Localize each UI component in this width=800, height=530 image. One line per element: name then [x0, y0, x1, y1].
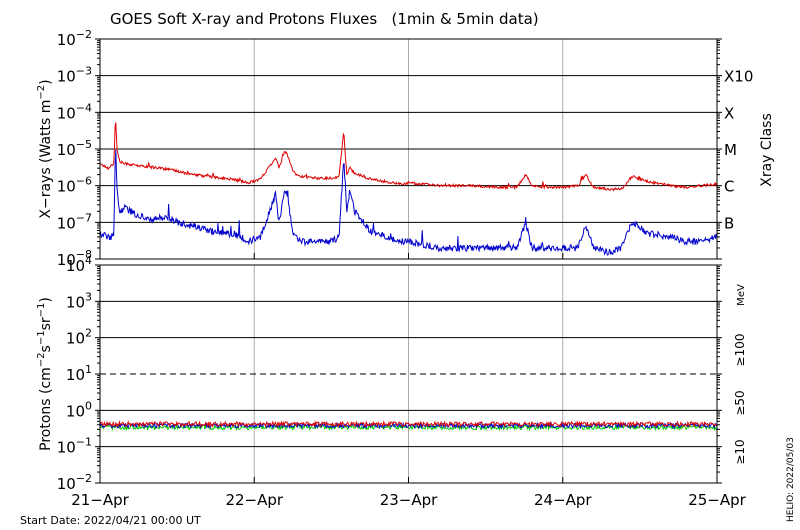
helio-date: HELIO: 2022/05/03: [786, 437, 796, 522]
proton-panel: 104 103 102 101 100 10−1 10−2 MeV ≥100 ≥50 ≥10 Pr…: [36, 254, 747, 493]
proton-ylabel: Protons (cm−2s−1sr−1): [36, 297, 54, 451]
proton-energy-label: ≥10: [733, 439, 747, 464]
flare-class-label: M: [724, 141, 737, 159]
xray-ylabel: X−rays (Watts m−2): [36, 79, 54, 218]
ytick-label: 10−6: [57, 175, 92, 196]
ytick-label: 10−7: [57, 211, 92, 232]
flare-class-label: C: [724, 178, 734, 196]
xtick-label: 23−Apr: [380, 491, 438, 509]
xtick-label: 22−Apr: [225, 491, 283, 509]
ytick-label: 10−1: [57, 436, 92, 457]
chart-title: GOES Soft X-ray and Protons Fluxes (1min…: [110, 10, 539, 28]
ytick-label: 10−4: [57, 101, 92, 122]
ytick-label: 10−3: [57, 65, 92, 86]
proton-series-red: [99, 419, 718, 428]
xray-series-blue: [99, 149, 718, 256]
xray-class-axis-label: Xray Class: [759, 113, 775, 187]
xray-panel: 10−2 10−3 10−4 10−5 10−6 10−7 10−8 X10 X M CB X−r…: [36, 28, 775, 269]
xtick-label: 25−Apr: [688, 491, 746, 509]
start-date: Start Date: 2022/04/21 00:00 UT: [20, 514, 201, 527]
flare-class-label: B: [724, 214, 734, 232]
flare-class-label: X10: [724, 68, 753, 86]
ytick-label: 10−2: [57, 472, 92, 493]
ytick-label: 100: [66, 399, 92, 420]
ytick-label: 10−2: [57, 28, 92, 49]
xtick-label: 24−Apr: [534, 491, 592, 509]
ytick-label: 102: [66, 327, 92, 348]
proton-energy-label: MeV: [736, 284, 747, 306]
flare-class-label: X: [724, 104, 734, 122]
proton-energy-label: ≥50: [733, 390, 747, 415]
ytick-label: 10−8: [57, 248, 92, 269]
ytick-label: 104: [66, 254, 92, 275]
ytick-label: 10−5: [57, 138, 92, 159]
xtick-label: 21−Apr: [71, 491, 129, 509]
ytick-label: 103: [66, 290, 92, 311]
xray-series-red: [99, 122, 718, 192]
proton-energy-label: ≥100: [733, 334, 747, 367]
ytick-label: 101: [66, 363, 92, 384]
